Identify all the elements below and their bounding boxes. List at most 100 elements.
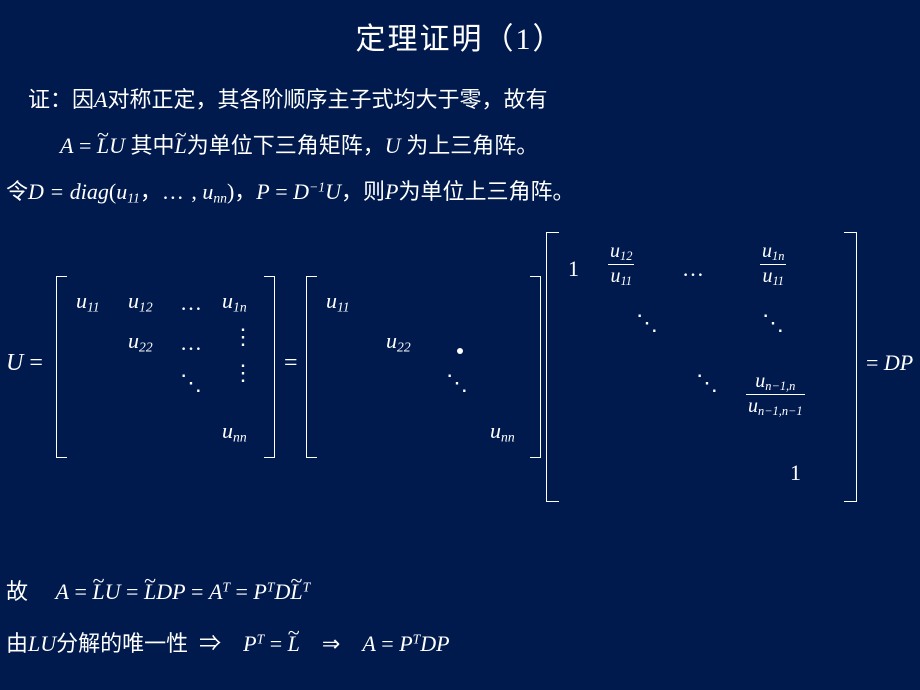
matrix1-u11: u11 (76, 288, 100, 315)
eq: = (191, 579, 209, 604)
var-DP: DP (156, 579, 185, 604)
var-D: D (28, 179, 44, 204)
var-PT: PT (399, 631, 420, 656)
var-PT: PT (253, 579, 274, 604)
matrix1-cdots2: … (180, 330, 204, 356)
proof-line-2: A = ~LU 其中~L为单位下三角矩阵，U 为上三角阵。 (60, 128, 538, 160)
var-P: P (385, 179, 398, 204)
tilde-icon: ~ (93, 568, 105, 594)
eq: = (126, 579, 144, 604)
matrix1-cdots: … (180, 290, 204, 316)
var-u: u (202, 179, 213, 204)
matrix1-vdots: ⋮ (232, 324, 254, 350)
text: 其中 (131, 133, 175, 158)
eq: = (235, 579, 253, 604)
matrix1-u12: u12 (128, 288, 153, 315)
matrix3-frac-u12: u12u11 (608, 240, 634, 289)
matrix3-frac-u1n: u1nu11 (760, 240, 786, 289)
matrix3-ddots1: ⋱ (636, 310, 658, 336)
matrix1-vdots2: ⋮ (232, 360, 254, 386)
bracket-right-icon (844, 232, 857, 502)
matrix3-ddots2: ⋱ (762, 310, 784, 336)
bracket-right-icon (530, 276, 541, 458)
matrix3-ddots3: ⋱ (696, 370, 718, 396)
var-u: u (116, 179, 127, 204)
var-LU: LU (28, 631, 56, 656)
var-A: A (56, 579, 69, 604)
var-Ltilde: ~L (92, 579, 104, 605)
text: 证：因 (28, 87, 94, 112)
page-indicator-icon (457, 348, 463, 354)
slide-title: 定理证明（1） (0, 0, 920, 58)
matrix1-unn: unn (222, 418, 247, 445)
exp: −1 (309, 180, 325, 195)
eq: = (381, 631, 399, 656)
var-U: U (325, 179, 341, 204)
proof-line-6: 由LU分解的唯一性 ⇒ PT = ~L ⇒ A = PTDP (6, 626, 450, 658)
var-D: D (274, 579, 290, 604)
proof-line-3: 令D = diag(u11，… , unn)，P = D−1U，则P为单位上三角… (6, 174, 574, 206)
eq: = (284, 350, 298, 377)
var-A: A (60, 133, 73, 158)
var-U: U = (6, 350, 43, 377)
text: 故 (6, 579, 28, 604)
proof-line-5: 故 A = ~LU = ~LDP = AT = PTD~LT (6, 574, 310, 606)
comma: ， (140, 179, 162, 204)
var-Ltilde: ~L (97, 133, 109, 159)
eq: = (79, 133, 97, 158)
tilde-icon: ~ (291, 568, 303, 594)
bracket-left-icon (546, 232, 559, 502)
matrix2-ddots: ⋱ (446, 370, 468, 396)
var-AT: AT (209, 579, 230, 604)
var-Ltilde: ~L (288, 631, 300, 657)
matrix3-frac-un: un−1,nun−1,n−1 (746, 370, 805, 419)
bracket-right-icon (264, 276, 275, 458)
var-D: D (293, 179, 309, 204)
var-P: P (256, 179, 269, 204)
text: 分解的唯一性 (56, 631, 188, 656)
matrix1-ddots: ⋱ (180, 370, 202, 396)
var-DP: DP (420, 631, 449, 656)
tilde-icon: ~ (97, 122, 109, 148)
paren: )， (227, 179, 256, 204)
matrix3-one-bottom: 1 (790, 460, 801, 486)
matrix2-unn: unn (490, 418, 515, 445)
matrix3-one-top: 1 (568, 256, 579, 282)
var-Ltilde: ~L (175, 133, 187, 159)
matrix2-u11: u11 (326, 288, 350, 315)
var-U: U (105, 579, 121, 604)
implies-icon: ⇒ (199, 631, 221, 656)
matrix1-u22: u22 (128, 328, 153, 355)
var-A: A (362, 631, 375, 656)
text: 由 (6, 631, 28, 656)
comma: , (186, 179, 203, 204)
eq: = (74, 579, 92, 604)
bracket-left-icon (56, 276, 67, 458)
sub: 11 (127, 190, 140, 205)
eq: = (270, 179, 293, 204)
matrix3-cdots: … (682, 256, 706, 282)
var-U: U (109, 133, 125, 158)
matrix2-u22: u22 (386, 328, 411, 355)
sub: nn (213, 190, 227, 205)
proof-line-1: 证：因A对称正定，其各阶顺序主子式均大于零，故有 (28, 82, 547, 114)
eq-DP: = DP (866, 350, 913, 376)
tilde-icon: ~ (175, 122, 187, 148)
diag: = diag (44, 179, 109, 204)
text: 对称正定，其各阶顺序主子式均大于零，故有 (107, 87, 547, 112)
text: 为单位下三角矩阵， (187, 133, 385, 158)
var-PT: PT (243, 631, 264, 656)
matrix1-u1n: u1n (222, 288, 247, 315)
cdots: … (162, 179, 186, 204)
var-Ltilde-T: ~L (290, 579, 302, 605)
var-Ltilde: ~L (144, 579, 156, 605)
implies-icon: ⇒ (322, 631, 340, 656)
exp-T: T (303, 580, 311, 595)
tilde-icon: ~ (144, 568, 156, 594)
bracket-left-icon (306, 276, 317, 458)
text: 为上三角阵。 (401, 133, 539, 158)
var-U: U (385, 133, 401, 158)
var-A: A (94, 87, 107, 112)
text: 令 (6, 179, 28, 204)
eq: = (270, 631, 288, 656)
